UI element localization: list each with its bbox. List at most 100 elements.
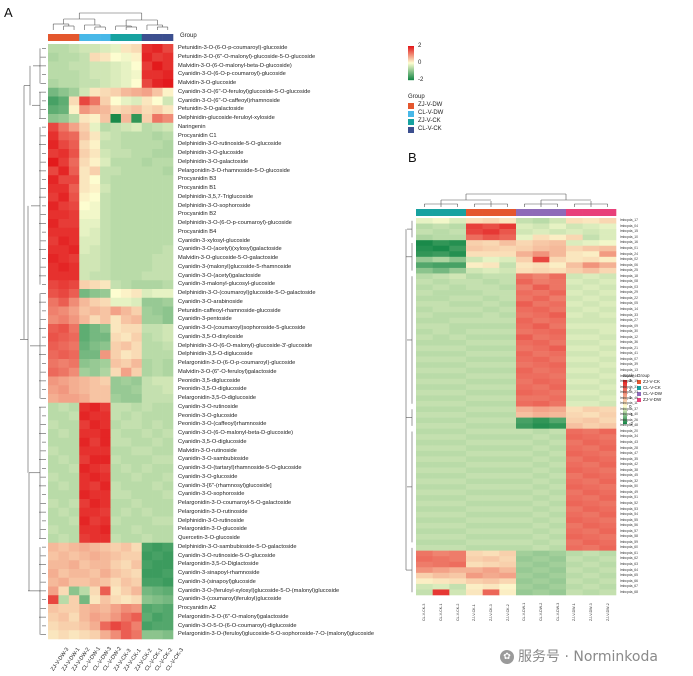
heatmap-b-cell	[582, 301, 600, 308]
heatmap-a-cell	[58, 376, 70, 386]
heatmap-a-cell	[110, 551, 122, 561]
heatmap-a-cell	[131, 420, 143, 430]
heatmap-b-cell	[499, 572, 517, 579]
heatmap-b-cell	[599, 456, 617, 463]
group-bar-cell	[58, 34, 70, 41]
heatmap-a-cell	[100, 455, 111, 465]
heatmap-b-cell	[532, 450, 550, 457]
heatmap-a-cell	[68, 367, 80, 377]
colorbar-a-step	[408, 55, 414, 57]
heatmap-b-cell	[549, 240, 567, 247]
heatmap-a-cell	[68, 472, 80, 482]
heatmap-a-cell	[131, 464, 143, 474]
heatmap-b-cell	[532, 256, 550, 263]
heatmap-b-cell	[499, 234, 517, 241]
heatmap-a-cell	[48, 149, 59, 159]
heatmap-a-cell	[162, 446, 174, 456]
row-label-a: Delphinidin-3-O-rutinoside-5-O-glucoside	[178, 141, 282, 148]
heatmap-b-cell	[432, 412, 450, 418]
colorbar-a-step	[408, 77, 414, 79]
row-label-a: Delphinidin-3-O-(6-O-malonyl)-glucoside-…	[178, 342, 313, 349]
heatmap-a-cell	[58, 149, 70, 159]
colorbar-b-step	[623, 382, 627, 384]
heatmap-a-cell	[131, 525, 143, 535]
heatmap-a-cell	[79, 140, 90, 150]
heatmap-b-cell	[599, 273, 617, 280]
heatmap-b-cell	[532, 273, 550, 280]
row-label-b: lmbcpda_45	[620, 473, 638, 478]
heatmap-a-cell	[141, 332, 153, 342]
heatmap-a-cell	[58, 350, 70, 360]
heatmap-a-cell	[68, 359, 80, 369]
heatmap-a-cell	[152, 621, 163, 631]
heatmap-a-cell	[48, 175, 59, 185]
heatmap-a-cell	[162, 105, 174, 115]
heatmap-a-cell	[141, 542, 153, 552]
heatmap-b-cell	[449, 439, 467, 446]
heatmap-b-cell	[582, 378, 600, 385]
heatmap-b-cell	[582, 362, 600, 368]
heatmap-b-cell	[449, 489, 467, 496]
heatmap-b-cell	[432, 578, 450, 585]
heatmap-a-cell	[141, 122, 153, 132]
heatmap-a-cell	[162, 525, 174, 535]
heatmap-a-cell	[162, 455, 174, 465]
heatmap-a-cell	[48, 79, 59, 89]
heatmap-a-cell	[131, 560, 143, 570]
heatmap-a-cell	[120, 306, 132, 316]
heatmap-a-cell	[48, 324, 59, 334]
heatmap-a-cell	[48, 131, 59, 141]
heatmap-b-cell	[582, 223, 600, 230]
heatmap-b-cell	[566, 290, 583, 296]
heatmap-a-cell	[48, 499, 59, 509]
heatmap-a-cell	[162, 52, 174, 62]
row-label-a: Malvidin-3-O-rutinoside	[178, 447, 237, 454]
heatmap-b-cell	[549, 406, 567, 413]
colorbar-b-step	[623, 417, 627, 419]
heatmap-a-cell	[131, 175, 143, 185]
row-label-a: Cyanidin-3-O-(tartaryl)rhamnoside-5-O-gl…	[178, 465, 302, 472]
heatmap-a-cell	[48, 219, 59, 229]
heatmap-b-cell	[532, 245, 550, 252]
heatmap-b-cell	[566, 295, 583, 302]
heatmap-a-cell	[141, 446, 153, 456]
heatmap-a-cell	[100, 324, 111, 334]
row-label-b: lmbcpda_18	[620, 273, 638, 278]
heatmap-b-cell	[516, 417, 533, 424]
heatmap-a-cell	[68, 114, 80, 124]
heatmap-a-cell	[110, 245, 122, 255]
heatmap-a-cell	[141, 324, 153, 334]
heatmap-a-cell	[100, 542, 111, 552]
heatmap-a-cell	[131, 140, 143, 150]
heatmap-a-cell	[89, 604, 101, 614]
heatmap-a-cell	[152, 551, 163, 561]
heatmap-a-cell	[100, 122, 111, 132]
heatmap-b-cell	[416, 534, 433, 540]
colorbar-b-step	[623, 383, 627, 385]
heatmap-a-cell	[79, 385, 90, 395]
heatmap-b-cell	[499, 339, 517, 346]
heatmap-b-cell	[566, 312, 583, 319]
heatmap-a-cell	[68, 227, 80, 237]
heatmap-a-cell	[131, 87, 143, 97]
heatmap-b-cell	[566, 395, 583, 402]
heatmap-b-cell	[466, 367, 483, 374]
heatmap-a-cell	[110, 192, 122, 202]
heatmap-b-cell	[482, 229, 500, 235]
heatmap-a-cell	[79, 446, 90, 456]
heatmap-a-cell	[131, 122, 143, 132]
colorbar-b-step	[623, 412, 627, 414]
heatmap-a-cell	[110, 297, 122, 307]
heatmap-b-cell	[532, 484, 550, 490]
heatmap-b-cell	[549, 339, 567, 346]
heatmap-b-cell	[599, 384, 617, 391]
heatmap-a-cell	[68, 210, 80, 220]
heatmap-b-cell	[532, 578, 550, 585]
heatmap-b-cell	[482, 256, 500, 263]
heatmap-b-cell	[566, 356, 583, 363]
heatmap-a-cell	[131, 315, 143, 325]
heatmap-b-cell	[449, 312, 467, 319]
heatmap-a-cell	[79, 577, 90, 587]
heatmap-b-cell	[516, 517, 533, 524]
heatmap-b-cell	[416, 339, 433, 346]
